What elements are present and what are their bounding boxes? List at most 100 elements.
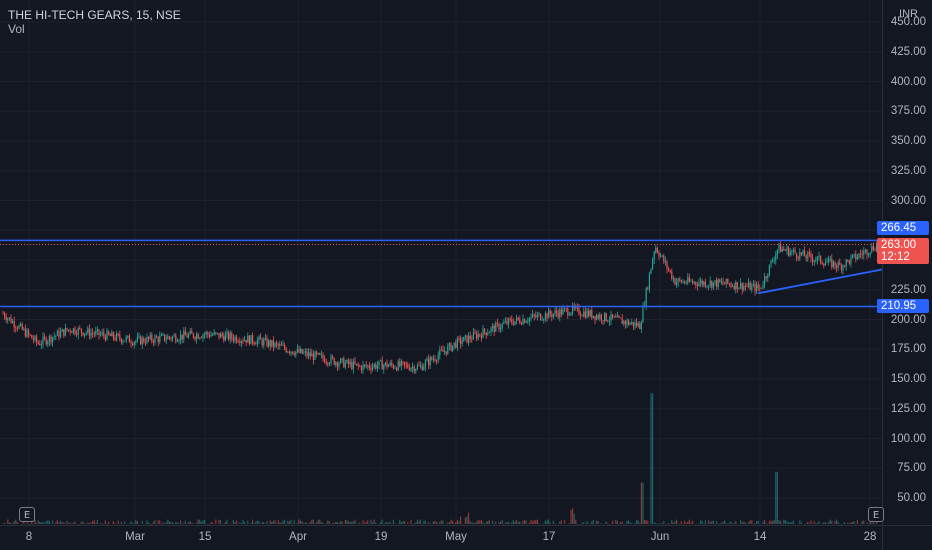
candle-body bbox=[141, 338, 143, 345]
volume-bar bbox=[352, 521, 354, 524]
candle-body bbox=[848, 260, 850, 264]
candle-body bbox=[844, 265, 846, 267]
volume-bar bbox=[370, 519, 372, 524]
candle-body bbox=[146, 336, 148, 344]
candle-body bbox=[13, 321, 15, 328]
volume-bar bbox=[685, 522, 687, 524]
candle-body bbox=[239, 341, 241, 344]
volume-bar bbox=[327, 520, 329, 524]
volume-bar bbox=[695, 524, 697, 525]
volume-bar bbox=[80, 521, 82, 524]
volume-label[interactable]: Vol bbox=[8, 22, 25, 36]
volume-bar bbox=[477, 519, 479, 524]
candle-body bbox=[608, 320, 610, 322]
volume-bar bbox=[31, 521, 33, 524]
earnings-marker-icon[interactable]: E bbox=[19, 507, 35, 522]
volume-bar bbox=[594, 524, 596, 525]
volume-bar bbox=[439, 521, 441, 524]
volume-bar bbox=[514, 521, 516, 524]
symbol-title[interactable]: THE HI-TECH GEARS, 15, NSE bbox=[8, 8, 181, 22]
candle-body bbox=[535, 315, 537, 318]
candle-body bbox=[178, 340, 180, 342]
candle-body bbox=[485, 332, 487, 336]
volume-bar bbox=[612, 520, 614, 524]
candle-body bbox=[261, 339, 263, 346]
volume-bar bbox=[591, 521, 593, 524]
volume-bar bbox=[525, 520, 527, 524]
candle-body bbox=[861, 254, 863, 256]
candle-body bbox=[263, 339, 265, 346]
volume-bar bbox=[69, 522, 71, 524]
volume-bar bbox=[162, 522, 164, 524]
candle-body bbox=[293, 353, 295, 355]
candle-body bbox=[181, 334, 183, 340]
volume-bar bbox=[586, 521, 588, 524]
volume-bar bbox=[392, 519, 394, 524]
candle-body bbox=[136, 336, 138, 341]
candle-body bbox=[828, 258, 830, 262]
volume-bar bbox=[636, 520, 638, 524]
candle-body bbox=[781, 248, 783, 253]
candle-body bbox=[852, 255, 854, 257]
candle-body bbox=[186, 335, 188, 338]
volume-bar bbox=[122, 524, 124, 525]
volume-bar bbox=[740, 520, 742, 524]
candle-body bbox=[762, 284, 764, 288]
candle-body bbox=[794, 249, 796, 254]
volume-bar bbox=[253, 523, 255, 524]
volume-bar bbox=[247, 520, 249, 524]
volume-bar bbox=[37, 520, 39, 524]
volume-bar bbox=[730, 521, 732, 524]
volume-bar bbox=[788, 522, 790, 524]
candle-body bbox=[767, 275, 769, 278]
volume-bar bbox=[767, 524, 769, 525]
candle-body bbox=[575, 306, 577, 309]
candle-body bbox=[106, 331, 108, 340]
candle-body bbox=[820, 255, 822, 263]
volume-bar bbox=[682, 523, 684, 525]
candle-body bbox=[530, 316, 532, 319]
volume-bar bbox=[421, 524, 423, 526]
volume-bar bbox=[220, 520, 222, 524]
candle-body bbox=[770, 261, 772, 265]
candle-body bbox=[213, 332, 215, 335]
candle-body bbox=[538, 313, 540, 315]
chart-legend: THE HI-TECH GEARS, 15, NSE Vol bbox=[8, 8, 181, 36]
volume-bar bbox=[311, 519, 313, 524]
candle-body bbox=[429, 357, 431, 366]
time-tick-label: Mar bbox=[125, 531, 145, 543]
volume-bar bbox=[367, 520, 369, 524]
volume-bar bbox=[418, 520, 420, 524]
trendline bbox=[757, 268, 883, 295]
candle-body bbox=[581, 315, 583, 317]
candle-body bbox=[96, 329, 98, 332]
volume-bar bbox=[476, 521, 478, 524]
volume-bar bbox=[268, 524, 270, 526]
candle-body bbox=[508, 318, 510, 325]
time-tick-label: 14 bbox=[753, 531, 767, 543]
volume-bar bbox=[172, 522, 174, 524]
candle-body bbox=[418, 365, 420, 367]
candle-body bbox=[426, 358, 428, 362]
volume-bar bbox=[618, 524, 620, 525]
candle-body bbox=[77, 328, 79, 335]
candle-body bbox=[834, 261, 836, 267]
volume-bar bbox=[765, 523, 767, 524]
candle-body bbox=[175, 335, 177, 342]
candle-body bbox=[829, 258, 831, 260]
volume-bar bbox=[508, 522, 510, 524]
horizontal-levels[interactable] bbox=[0, 239, 883, 308]
candle-body bbox=[64, 327, 66, 336]
candle-body bbox=[428, 358, 430, 366]
volume-bar bbox=[616, 520, 618, 524]
candle-body bbox=[831, 258, 833, 268]
candle-body bbox=[789, 251, 791, 256]
candle-body bbox=[876, 244, 878, 251]
earnings-marker-icon-right[interactable]: E bbox=[868, 507, 884, 522]
volume-bar bbox=[828, 522, 830, 524]
candle-body bbox=[236, 336, 238, 342]
candle-body bbox=[525, 321, 527, 323]
volume-bar bbox=[424, 520, 426, 524]
candle-body bbox=[671, 271, 673, 280]
